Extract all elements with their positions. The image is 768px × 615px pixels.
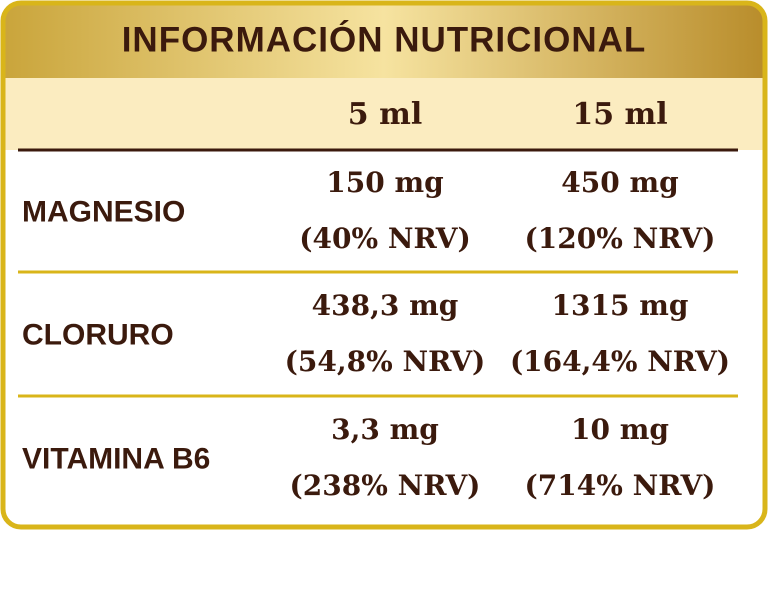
row-label: VITAMINA B6: [22, 442, 210, 475]
cell-text: 10 mg: [571, 413, 669, 446]
panel-border: [0, 0, 768, 530]
title: INFORMACIÓN NUTRICIONAL: [122, 19, 647, 59]
title-band: [3, 3, 765, 78]
panel-body: [3, 3, 765, 150]
row-label: CLORURO: [22, 318, 174, 351]
column-header: 5 ml: [348, 97, 422, 132]
cell-text: (164,4% NRV): [510, 345, 730, 378]
cell-text: 450 mg: [561, 166, 678, 199]
row-label: MAGNESIO: [22, 195, 185, 228]
cell-text: 438,3 mg: [312, 289, 459, 322]
cell-text: (120% NRV): [525, 222, 716, 255]
cell-text: (54,8% NRV): [285, 345, 486, 378]
table-rows: MAGNESIO 150 mg (40% NRV) 450 mg (120% NRV) C…: [22, 166, 730, 502]
cell-text: 3,3 mg: [331, 413, 439, 446]
cell-text: (714% NRV): [525, 469, 716, 502]
cell-text: 150 mg: [326, 166, 443, 199]
cell-text: 1315 mg: [552, 289, 689, 322]
header-band: [3, 78, 765, 150]
column-header: 15 ml: [572, 97, 667, 132]
cell-text: (40% NRV): [299, 222, 470, 255]
cell-text: (238% NRV): [290, 469, 481, 502]
